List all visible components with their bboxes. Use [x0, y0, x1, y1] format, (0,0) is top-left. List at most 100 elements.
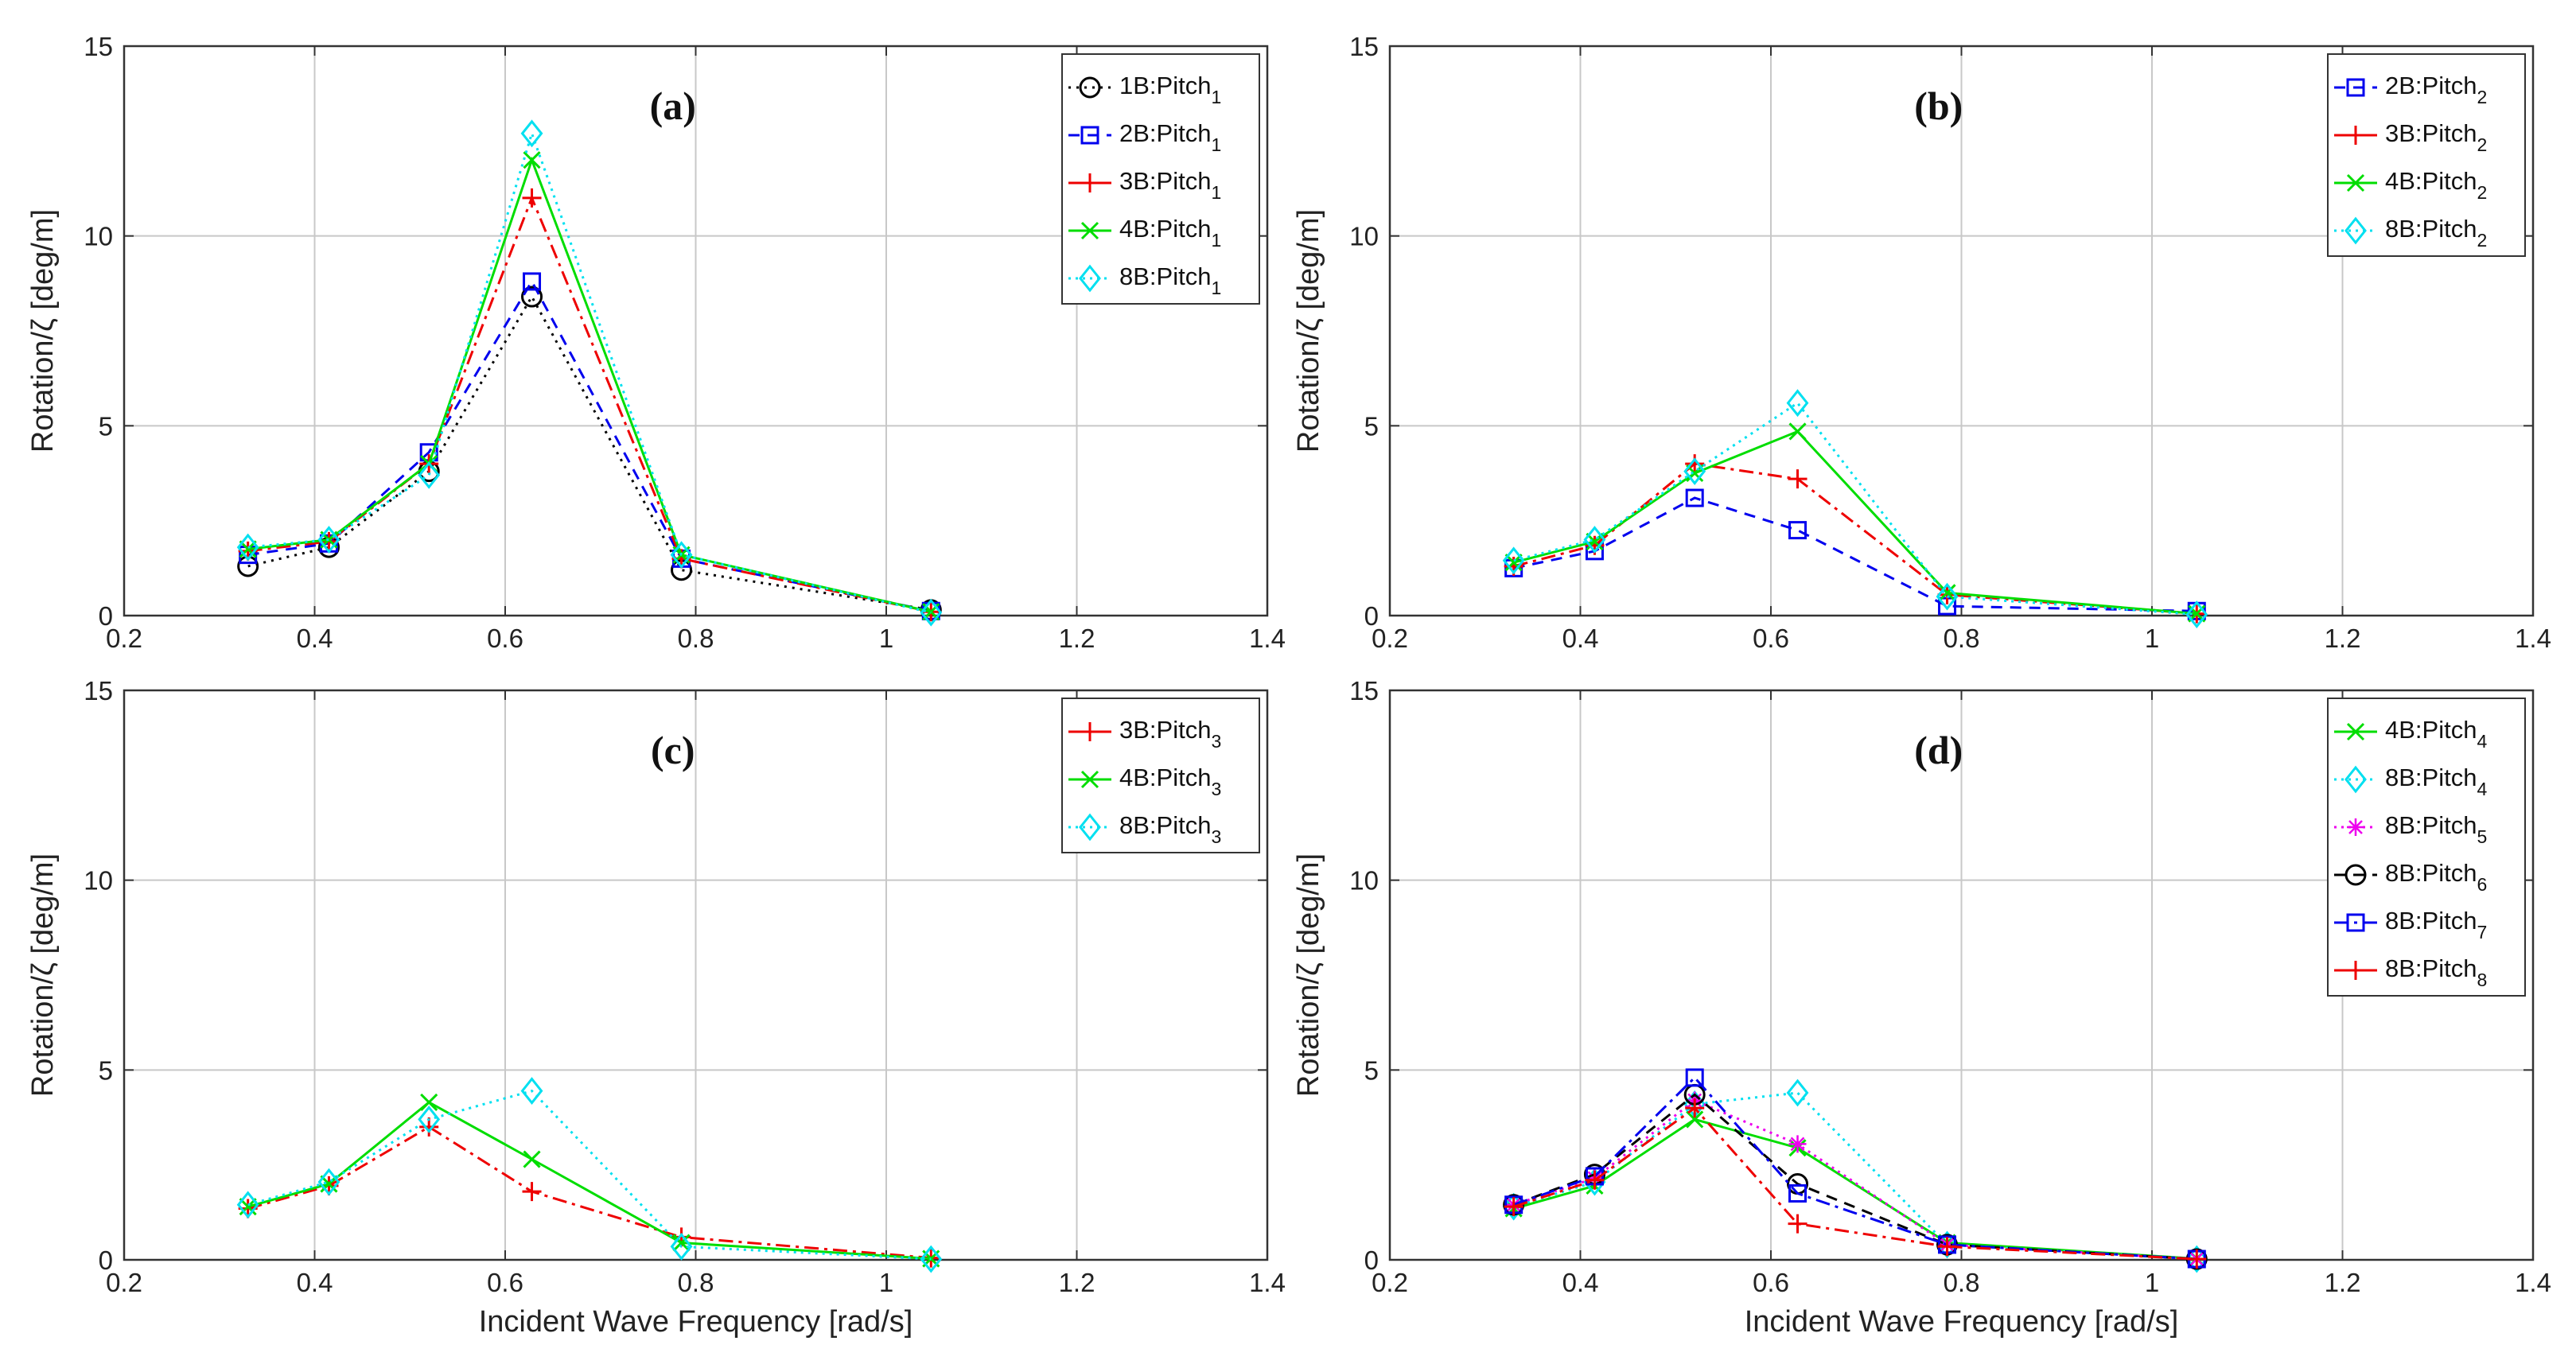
plus-marker [1685, 1098, 1705, 1118]
diamond-marker [2344, 216, 2367, 245]
x-tick-label: 0.6 [487, 624, 523, 653]
panel-tag: (a) [650, 84, 696, 128]
square-marker [1685, 1068, 1704, 1087]
circle-marker [2344, 864, 2367, 886]
series-line [1513, 1106, 2197, 1261]
y-axis-label: Rotation/ζ [deg/m] [1292, 853, 1325, 1097]
series-line [1513, 462, 2197, 616]
diamond-marker [1583, 526, 1606, 554]
y-tick-label: 15 [84, 32, 113, 61]
plus-marker [522, 1182, 542, 1202]
diamond-marker [317, 526, 340, 554]
diamond-marker [418, 1105, 441, 1133]
chart-panel: 0.2 0.4 0.6 0.8 1 1.2 1.4 0 5 10 15 Rotation/ζ [deg… [1292, 676, 2551, 1339]
series-line [247, 278, 932, 612]
y-axis-label: Rotation/ζ [deg/m] [26, 853, 60, 1097]
legend-subscript: 6 [2477, 874, 2487, 895]
x-tick-label: 0.2 [106, 624, 142, 653]
x-tick-label: 1.2 [1059, 624, 1095, 653]
legend: 1B:Pitch12B:Pitch13B:Pitch14B:Pitch18B:P… [1061, 53, 1260, 305]
series-line [1513, 1117, 2197, 1261]
legend-subscript: 2 [2477, 230, 2487, 251]
x-marker [2346, 173, 2365, 192]
x-marker [1938, 584, 1956, 602]
plus-marker [1788, 1214, 1807, 1234]
series-line [1513, 1075, 2197, 1261]
series-group [1504, 1091, 2206, 1269]
series-line [1513, 1091, 2197, 1261]
diamond-marker [520, 1077, 543, 1105]
x-tick-label: 0.2 [1372, 624, 1408, 653]
series-group [1504, 1068, 2206, 1269]
diamond-marker [236, 1191, 259, 1219]
plus-marker [1788, 469, 1807, 489]
diamond-marker [236, 533, 259, 562]
x-tick-label: 0.8 [678, 624, 714, 653]
x-marker [1080, 221, 1099, 240]
y-tick-label: 5 [1364, 411, 1379, 441]
diamond-marker [1786, 1078, 1809, 1107]
legend-subscript: 3 [1211, 731, 1221, 752]
series-line [247, 1089, 932, 1261]
x-tick-label: 1.4 [1249, 624, 1286, 653]
series-line [247, 1101, 932, 1261]
y-tick-label: 5 [1364, 1055, 1379, 1085]
legend-subscript: 7 [2477, 922, 2487, 942]
series-line [247, 1125, 932, 1260]
diamond-marker [2185, 1245, 2208, 1273]
y-tick-label: 10 [1349, 222, 1379, 251]
circle-marker [1079, 76, 1101, 99]
legend-subscript: 1 [1211, 134, 1221, 155]
diamond-marker [1079, 813, 1101, 841]
y-tick-label: 0 [99, 1246, 113, 1275]
plus-marker [1937, 585, 1957, 604]
series-line [1513, 496, 2197, 612]
x-tick-label: 0.8 [1944, 624, 1980, 653]
legend-subscript: 8 [2477, 970, 2487, 990]
plus-marker [1080, 173, 1099, 192]
y-tick-label: 10 [84, 222, 113, 251]
y-tick-label: 0 [1364, 1246, 1379, 1275]
series-group [239, 272, 940, 620]
legend-subscript: 1 [1211, 87, 1221, 107]
legend-subscript: 2 [2477, 87, 2487, 107]
legend-subscript: 4 [2477, 731, 2487, 752]
x-tick-label: 1.2 [2325, 1268, 2361, 1297]
x-tick-label: 0.4 [297, 1268, 333, 1297]
x-tick-label: 0.6 [1753, 1268, 1789, 1297]
x-tick-label: 0.6 [487, 1268, 523, 1297]
y-axis-label: Rotation/ζ [deg/m] [1292, 209, 1325, 453]
legend-subscript: 3 [1211, 826, 1221, 847]
plus-marker [2346, 126, 2365, 145]
series-line [247, 194, 932, 613]
panel-tag: (b) [1914, 84, 1963, 128]
panel-tag: (c) [651, 728, 695, 772]
x-marker [523, 151, 541, 169]
x-tick-label: 0.8 [678, 1268, 714, 1297]
x-tick-label: 1 [879, 624, 893, 653]
y-tick-label: 5 [99, 411, 113, 441]
series-group [236, 119, 943, 627]
legend-subscript: 3 [1211, 779, 1221, 799]
x-tick-label: 0.4 [1562, 1268, 1599, 1297]
x-marker [420, 1093, 438, 1111]
x-marker [1788, 422, 1807, 441]
square-marker [1080, 126, 1099, 145]
x-axis-label: Incident Wave Frequency [rad/s] [1745, 1305, 2179, 1339]
plus-marker [522, 188, 542, 208]
series-group [1504, 1098, 2207, 1269]
x-tick-label: 1.2 [1059, 1268, 1095, 1297]
series-group [1504, 1110, 2206, 1268]
x-tick-label: 1 [2145, 1268, 2159, 1297]
legend-box [2327, 698, 2526, 997]
chart-panel: 0.2 0.4 0.6 0.8 1 1.2 1.4 0 5 10 15 Rotation/ζ [deg… [26, 32, 1286, 653]
x-tick-label: 1.4 [1249, 1268, 1286, 1297]
asterisk-marker [2347, 818, 2364, 836]
x-tick-label: 1.4 [2515, 624, 2551, 653]
diamond-marker [1683, 457, 1706, 486]
x-tick-label: 0.6 [1753, 624, 1789, 653]
series-group [1502, 389, 2208, 628]
diamond-marker [1079, 264, 1101, 293]
square-marker [1788, 1183, 1807, 1203]
